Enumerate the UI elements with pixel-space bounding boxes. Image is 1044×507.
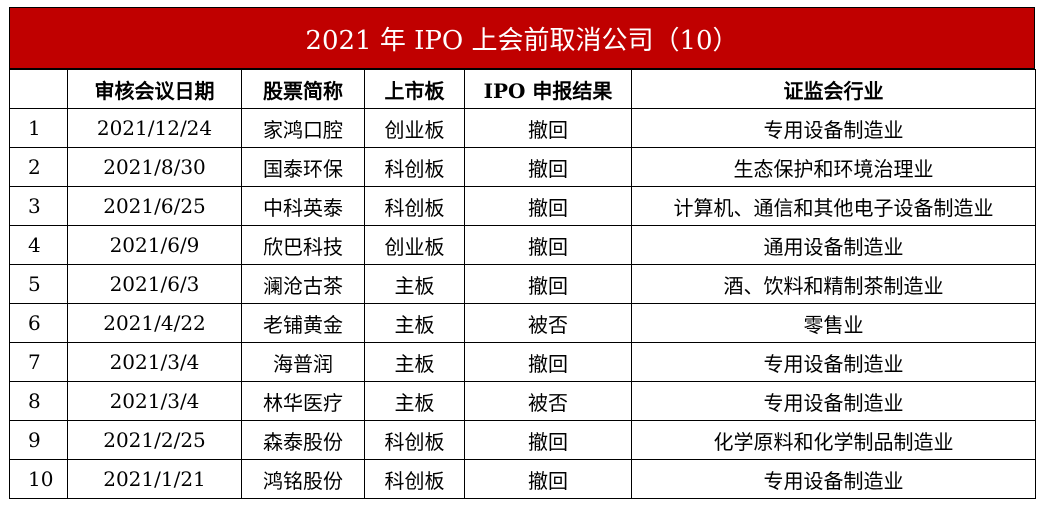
cell-industry: 专用设备制造业 <box>631 108 1036 148</box>
cell-name: 森泰股份 <box>241 420 365 460</box>
cell-industry: 零售业 <box>631 303 1036 343</box>
cell-result: 撤回 <box>464 420 632 460</box>
cell-date: 2021/6/3 <box>67 264 242 304</box>
cell-index: 3 <box>9 186 68 226</box>
cell-name: 林华医疗 <box>241 381 365 421</box>
header-board: 上市板 <box>364 69 465 109</box>
table-row: 2 2021/8/30 国泰环保 科创板 撤回 生态保护和环境治理业 <box>9 147 1036 187</box>
cell-name: 澜沧古茶 <box>241 264 365 304</box>
cell-index: 9 <box>9 420 68 460</box>
cell-board: 创业板 <box>364 108 465 148</box>
header-industry: 证监会行业 <box>631 69 1036 109</box>
cell-index: 4 <box>9 225 68 265</box>
cell-index: 2 <box>9 147 68 187</box>
table-title: 2021 年 IPO 上会前取消公司（10） <box>9 7 1035 69</box>
cell-result: 被否 <box>464 381 632 421</box>
cell-result: 被否 <box>464 303 632 343</box>
cell-index: 8 <box>9 381 68 421</box>
cell-date: 2021/1/21 <box>67 459 242 499</box>
cell-board: 科创板 <box>364 420 465 460</box>
cell-date: 2021/2/25 <box>67 420 242 460</box>
cell-date: 2021/6/25 <box>67 186 242 226</box>
header-index <box>9 69 68 109</box>
cell-board: 主板 <box>364 264 465 304</box>
cell-industry: 化学原料和化学制品制造业 <box>631 420 1036 460</box>
cell-result: 撤回 <box>464 147 632 187</box>
cell-date: 2021/4/22 <box>67 303 242 343</box>
cell-name: 中科英泰 <box>241 186 365 226</box>
cell-board: 科创板 <box>364 147 465 187</box>
cell-board: 科创板 <box>364 459 465 499</box>
cell-board: 主板 <box>364 303 465 343</box>
table-row: 4 2021/6/9 欣巴科技 创业板 撤回 通用设备制造业 <box>9 225 1036 265</box>
cell-industry: 专用设备制造业 <box>631 381 1036 421</box>
cell-industry: 计算机、通信和其他电子设备制造业 <box>631 186 1036 226</box>
cell-board: 主板 <box>364 342 465 382</box>
cell-result: 撤回 <box>464 225 632 265</box>
table-row: 8 2021/3/4 林华医疗 主板 被否 专用设备制造业 <box>9 381 1036 421</box>
table-row: 9 2021/2/25 森泰股份 科创板 撤回 化学原料和化学制品制造业 <box>9 420 1036 460</box>
table-row: 10 2021/1/21 鸿铭股份 科创板 撤回 专用设备制造业 <box>9 459 1036 499</box>
cell-result: 撤回 <box>464 108 632 148</box>
cell-index: 5 <box>9 264 68 304</box>
cell-industry: 酒、饮料和精制茶制造业 <box>631 264 1036 304</box>
cell-index: 10 <box>9 459 68 499</box>
cell-date: 2021/12/24 <box>67 108 242 148</box>
cell-name: 鸿铭股份 <box>241 459 365 499</box>
cell-name: 老铺黄金 <box>241 303 365 343</box>
header-name: 股票简称 <box>241 69 365 109</box>
cell-result: 撤回 <box>464 186 632 226</box>
cell-name: 家鸿口腔 <box>241 108 365 148</box>
cell-board: 创业板 <box>364 225 465 265</box>
cell-industry: 专用设备制造业 <box>631 459 1036 499</box>
cell-index: 6 <box>9 303 68 343</box>
cell-date: 2021/3/4 <box>67 381 242 421</box>
cell-name: 国泰环保 <box>241 147 365 187</box>
cell-name: 欣巴科技 <box>241 225 365 265</box>
table-row: 5 2021/6/3 澜沧古茶 主板 撤回 酒、饮料和精制茶制造业 <box>9 264 1036 304</box>
cell-index: 1 <box>9 108 68 148</box>
cell-date: 2021/3/4 <box>67 342 242 382</box>
cell-industry: 通用设备制造业 <box>631 225 1036 265</box>
header-date: 审核会议日期 <box>67 69 242 109</box>
table-row: 1 2021/12/24 家鸿口腔 创业板 撤回 专用设备制造业 <box>9 108 1036 148</box>
cell-industry: 专用设备制造业 <box>631 342 1036 382</box>
cell-name: 海普润 <box>241 342 365 382</box>
table-row: 7 2021/3/4 海普润 主板 撤回 专用设备制造业 <box>9 342 1036 382</box>
cell-date: 2021/8/30 <box>67 147 242 187</box>
cell-index: 7 <box>9 342 68 382</box>
header-result: IPO 申报结果 <box>464 69 632 109</box>
cell-result: 撤回 <box>464 342 632 382</box>
cell-date: 2021/6/9 <box>67 225 242 265</box>
ipo-table-container: 2021 年 IPO 上会前取消公司（10） 审核会议日期 股票简称 上市板 I… <box>9 7 1036 499</box>
header-row: 审核会议日期 股票简称 上市板 IPO 申报结果 证监会行业 <box>9 69 1036 109</box>
table-row: 3 2021/6/25 中科英泰 科创板 撤回 计算机、通信和其他电子设备制造业 <box>9 186 1036 226</box>
cell-industry: 生态保护和环境治理业 <box>631 147 1036 187</box>
cell-result: 撤回 <box>464 459 632 499</box>
ipo-table: 审核会议日期 股票简称 上市板 IPO 申报结果 证监会行业 1 2021/12/… <box>9 69 1036 499</box>
cell-board: 主板 <box>364 381 465 421</box>
cell-result: 撤回 <box>464 264 632 304</box>
table-row: 6 2021/4/22 老铺黄金 主板 被否 零售业 <box>9 303 1036 343</box>
cell-board: 科创板 <box>364 186 465 226</box>
